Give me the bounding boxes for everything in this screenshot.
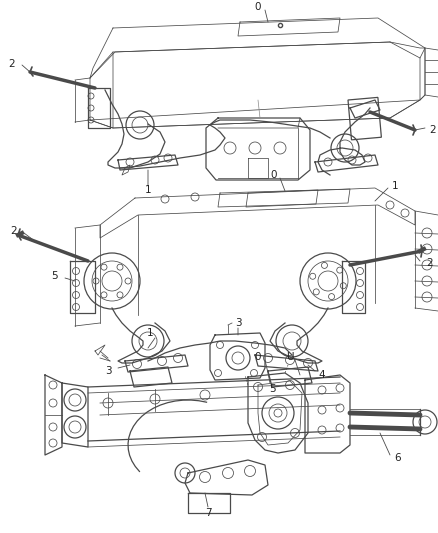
Text: 3: 3 bbox=[235, 318, 241, 328]
Text: 7: 7 bbox=[205, 508, 211, 518]
Text: 2: 2 bbox=[427, 258, 433, 268]
Text: 0: 0 bbox=[255, 2, 261, 12]
Text: U: U bbox=[286, 352, 294, 362]
Text: 2: 2 bbox=[9, 59, 15, 69]
Text: 5: 5 bbox=[268, 384, 276, 394]
Text: 2: 2 bbox=[11, 226, 18, 236]
Text: 0: 0 bbox=[255, 352, 261, 362]
Text: 2: 2 bbox=[430, 125, 436, 135]
Text: 6: 6 bbox=[395, 453, 401, 463]
Text: 5: 5 bbox=[52, 271, 58, 281]
Text: 4: 4 bbox=[319, 370, 325, 380]
Text: 1: 1 bbox=[147, 328, 153, 338]
Text: 1: 1 bbox=[392, 181, 398, 191]
Text: 1: 1 bbox=[145, 185, 151, 195]
Bar bbox=[348, 98, 381, 140]
Text: 0: 0 bbox=[271, 170, 277, 180]
Text: 3: 3 bbox=[105, 366, 111, 376]
